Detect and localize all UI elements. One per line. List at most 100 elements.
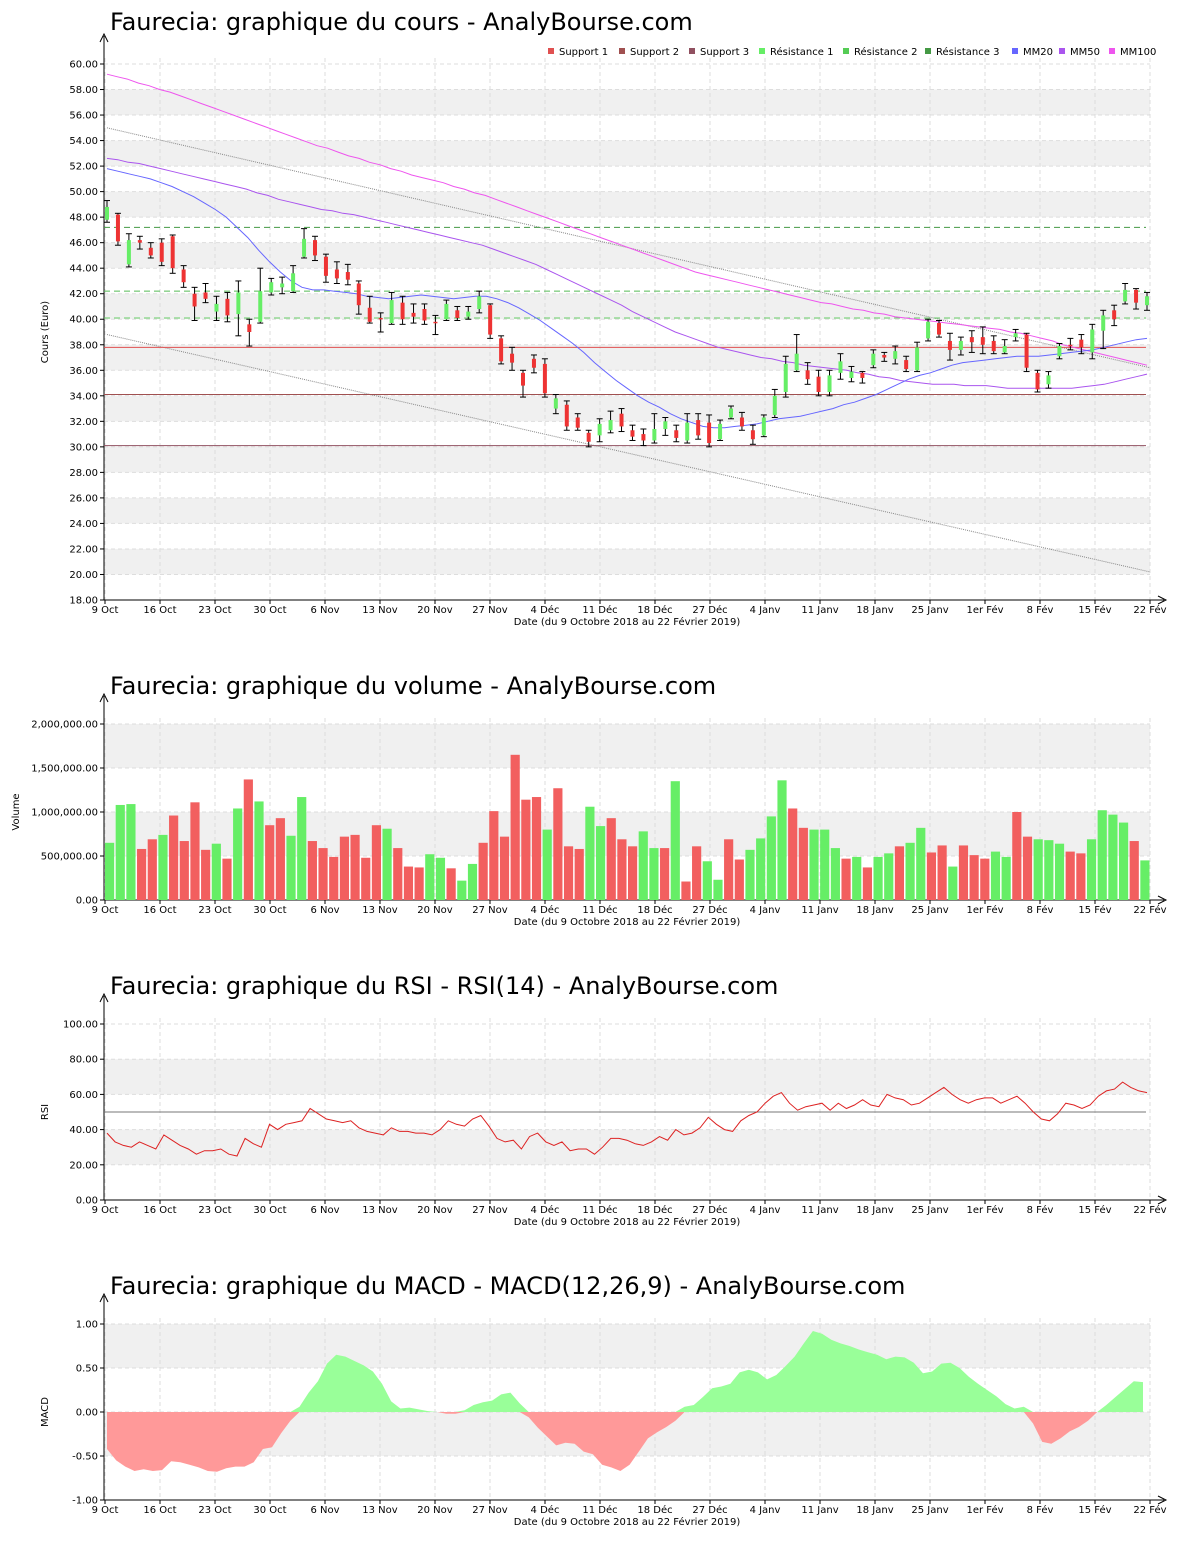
volume-bar [350, 834, 360, 900]
x-tick-label: 22 Fév [1133, 1504, 1166, 1516]
y-tick-label: -1.00 [72, 1496, 98, 1507]
x-tick-label: 9 Oct [92, 1505, 119, 1516]
candle-body [849, 371, 854, 378]
candle [399, 295, 406, 325]
y-tick-label: 22.00 [69, 544, 98, 555]
candle [717, 419, 724, 441]
x-tick-label: 23 Oct [198, 1505, 231, 1516]
y-tick-label: 52.00 [69, 162, 98, 173]
candle [191, 286, 198, 322]
volume-bar [724, 839, 734, 900]
x-tick-label: 4 Déc [531, 1504, 560, 1516]
x-tick-label: 4 Déc [531, 904, 560, 916]
y-axis-label: Cours (Euro) [40, 301, 51, 364]
candle-body [1090, 329, 1095, 353]
candle [936, 320, 942, 338]
candle [914, 341, 921, 373]
mm50-line [106, 157, 1148, 389]
x-tick-label: 11 Déc [582, 604, 617, 616]
candle [990, 335, 997, 355]
x-tick-label: 13 Nov [362, 1205, 398, 1216]
volume-bar [894, 846, 905, 900]
grid-band [104, 344, 1150, 371]
candle-body [510, 353, 515, 363]
x-tick-label: 18 Déc [637, 604, 672, 616]
price-chart-title: Faurecia: graphique du cours - AnalyBour… [110, 8, 693, 36]
volume-bar [574, 848, 584, 900]
candle [881, 351, 888, 362]
volume-bar [233, 808, 243, 900]
volume-bar [766, 816, 776, 900]
y-tick-label: 100.00 [63, 1020, 98, 1031]
volume-bar [446, 868, 456, 900]
y-tick-label: 500,000.00 [41, 852, 98, 863]
volume-bar [702, 861, 712, 900]
x-tick-label: 8 Fév [1027, 904, 1054, 916]
volume-bar [862, 867, 872, 900]
y-axis-label: RSI [40, 1104, 51, 1120]
candle-body [553, 398, 558, 409]
candle [870, 349, 877, 369]
candle [312, 235, 318, 262]
x-tick-label: 8 Fév [1027, 604, 1054, 616]
x-tick-label: 20 Nov [417, 605, 453, 616]
candle-body [455, 310, 460, 318]
candle-body [674, 430, 679, 438]
candle-body [115, 214, 120, 242]
candle [268, 277, 275, 296]
volume-bar [1001, 856, 1011, 900]
macd-chart-panel: Faurecia: graphique du MACD - MACD(12,26… [0, 1264, 1200, 1544]
candle-body [926, 321, 931, 339]
legend-swatch [925, 48, 931, 54]
candle-body [323, 256, 328, 276]
candle [147, 242, 154, 259]
x-tick-label: 25 Janv [911, 1505, 948, 1516]
volume-bar [382, 828, 392, 900]
y-tick-label: 80.00 [69, 1055, 98, 1066]
candle [728, 405, 734, 420]
x-tick-label: 25 Janv [911, 1205, 948, 1216]
candle-body [739, 417, 744, 427]
candle [1078, 334, 1085, 355]
candle-body [1057, 346, 1062, 357]
candle-body [269, 282, 274, 293]
candle [968, 330, 975, 353]
x-axis-arrow [1157, 1495, 1168, 1505]
y-tick-label: 30.00 [69, 442, 98, 453]
legend-label: Résistance 3 [936, 46, 999, 58]
candle [684, 413, 691, 444]
volume-bar [745, 849, 755, 900]
y-tick-label: 40.00 [69, 315, 98, 326]
candle-body [422, 309, 427, 321]
volume-bar [563, 846, 574, 900]
candle-body [499, 338, 504, 362]
x-tick-label: 16 Oct [143, 905, 176, 916]
macd-chart: -1.00 -0.50 0.00 0.50 1.00 9 Oct 16 Oct 23 Oct 3… [40, 1292, 1168, 1528]
legend-label: MM100 [1120, 47, 1156, 58]
y-tick-label: 56.00 [69, 111, 98, 122]
volume-bar [788, 808, 798, 900]
candle-body [575, 417, 580, 428]
x-axis-label: Date (du 9 Octobre 2018 au 22 Février 20… [514, 616, 741, 628]
grid-band [104, 724, 1150, 768]
y-tick-label: 46.00 [69, 238, 98, 249]
candle [333, 261, 340, 285]
legend-label: MM50 [1070, 47, 1100, 58]
candle-body [838, 361, 843, 373]
candle [673, 424, 680, 443]
y-tick-label: 26.00 [69, 493, 98, 504]
volume-bar [425, 854, 435, 900]
mm100-line [106, 73, 1148, 366]
candle [421, 303, 428, 325]
candle-body [816, 376, 821, 392]
candle-body [356, 283, 361, 306]
candle-body [991, 340, 996, 352]
volume-bar [649, 848, 659, 900]
candle-body [750, 430, 755, 440]
candle [180, 265, 187, 288]
volume-bar [467, 863, 478, 900]
y-tick-label: 58.00 [69, 85, 98, 96]
x-tick-label: 27 Déc [692, 604, 727, 616]
x-tick-label: 13 Nov [362, 1505, 398, 1516]
x-tick-label: 1er Fév [966, 904, 1003, 916]
